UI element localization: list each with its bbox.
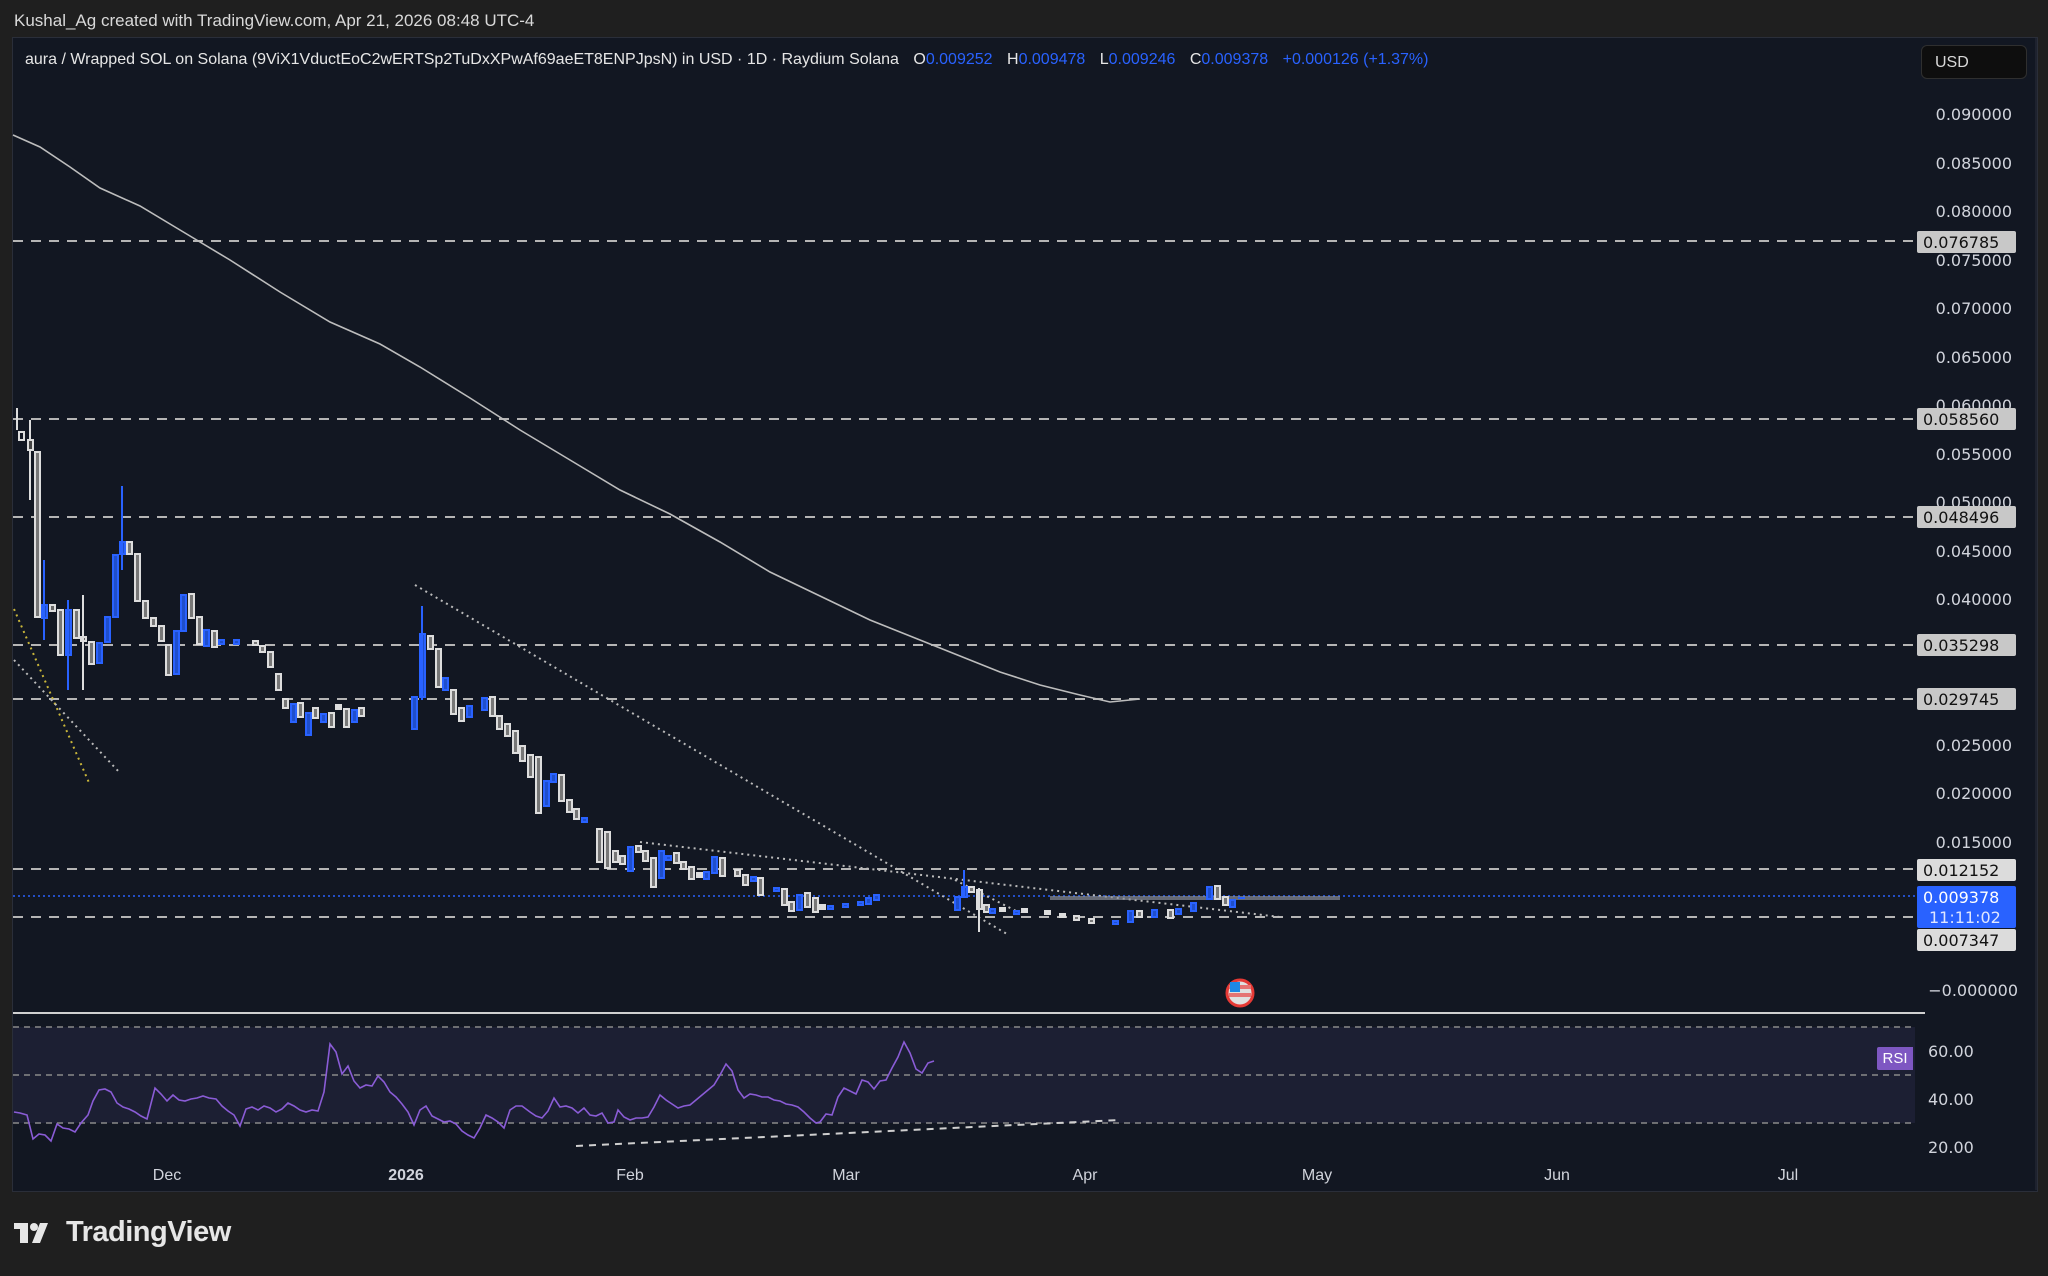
change-value: +0.000126 (+1.37%) bbox=[1282, 51, 1429, 68]
symbol-legend[interactable]: aura / Wrapped SOL on Solana (9ViX1Vduct… bbox=[25, 51, 1428, 69]
high-label: H bbox=[1007, 51, 1019, 68]
rsi-axis[interactable]: 60.00 40.00 20.00 bbox=[1928, 1042, 1974, 1157]
price-tick: 0.015000 bbox=[1936, 833, 2012, 852]
low-label: L bbox=[1099, 51, 1109, 68]
rsi-tick: 60.00 bbox=[1928, 1042, 1974, 1061]
level-tags[interactable]: 0.076785 0.058560 0.048496 0.035298 0.02… bbox=[1917, 231, 2016, 951]
time-tick: Dec bbox=[153, 1167, 181, 1184]
trendlines[interactable] bbox=[13, 584, 1281, 935]
price-tick: 0.090000 bbox=[1936, 105, 2012, 124]
time-tick: Apr bbox=[1073, 1167, 1099, 1184]
bar-countdown: 11:11:02 bbox=[1929, 908, 2001, 927]
price-tick: 0.055000 bbox=[1936, 445, 2012, 464]
time-axis[interactable]: Dec 2026 Feb Mar Apr May Jun Jul bbox=[153, 1167, 1798, 1184]
price-tick: 0.065000 bbox=[1936, 348, 2012, 367]
time-tick: Feb bbox=[616, 1167, 644, 1184]
rsi-bands bbox=[13, 1026, 1915, 1124]
open-value: 0.009252 bbox=[925, 51, 993, 68]
open-label: O bbox=[913, 51, 926, 68]
close-value: 0.009378 bbox=[1201, 51, 1269, 68]
price-tick: −0.000000 bbox=[1928, 981, 2018, 1000]
candlesticks[interactable] bbox=[16, 408, 1245, 932]
time-tick: May bbox=[1302, 1167, 1332, 1184]
tradingview-logo-icon bbox=[14, 1222, 48, 1243]
horizontal-levels[interactable] bbox=[13, 240, 1915, 918]
price-tick: 0.075000 bbox=[1936, 251, 2012, 270]
rsi-divergence-line[interactable] bbox=[575, 1119, 1121, 1147]
range-band[interactable] bbox=[1050, 896, 1340, 900]
rsi-tick: 40.00 bbox=[1928, 1090, 1974, 1109]
time-tick: Jun bbox=[1544, 1167, 1570, 1184]
symbol-title[interactable]: aura / Wrapped SOL on Solana (9ViX1Vduct… bbox=[25, 51, 899, 68]
time-tick: Mar bbox=[832, 1167, 860, 1184]
currency-button[interactable]: USD bbox=[1921, 45, 2027, 79]
level-tag: 0.048496 bbox=[1923, 508, 1999, 527]
us-flag-event-icon[interactable] bbox=[1225, 978, 1255, 1008]
price-tick: 0.020000 bbox=[1936, 784, 2012, 803]
close-label: C bbox=[1189, 51, 1202, 68]
level-tag: 0.012152 bbox=[1923, 861, 1999, 880]
current-price-tag: 0.009378 11:11:02 bbox=[1917, 886, 2016, 928]
price-tick: 0.025000 bbox=[1936, 736, 2012, 755]
level-tag: 0.007347 bbox=[1923, 931, 1999, 950]
level-tag: 0.058560 bbox=[1923, 410, 1999, 429]
chart-credit: Kushal_Ag created with TradingView.com, … bbox=[14, 11, 535, 30]
price-tick: 0.080000 bbox=[1936, 202, 2012, 221]
high-value: 0.009478 bbox=[1018, 51, 1086, 68]
rsi-line[interactable] bbox=[13, 1040, 935, 1143]
level-tag: 0.076785 bbox=[1923, 233, 1999, 252]
current-price-value: 0.009378 bbox=[1923, 888, 1999, 907]
rsi-tick: 20.00 bbox=[1928, 1138, 1974, 1157]
time-tick: Jul bbox=[1778, 1167, 1798, 1184]
moving-average-line[interactable] bbox=[12, 134, 1141, 703]
price-axis[interactable]: 0.090000 0.085000 0.080000 0.075000 0.07… bbox=[1928, 105, 2018, 1000]
low-value: 0.009246 bbox=[1108, 51, 1176, 68]
tradingview-logo[interactable]: TradingView bbox=[14, 1216, 231, 1249]
price-tick: 0.040000 bbox=[1936, 590, 2012, 609]
level-tag: 0.029745 bbox=[1923, 690, 1999, 709]
rsi-label-tag[interactable]: RSI bbox=[1877, 1047, 1913, 1070]
brand-name: TradingView bbox=[66, 1216, 231, 1248]
chart-frame[interactable]: aura / Wrapped SOL on Solana (9ViX1Vduct… bbox=[12, 37, 2038, 1192]
time-tick: 2026 bbox=[388, 1167, 424, 1184]
price-tick: 0.045000 bbox=[1936, 542, 2012, 561]
price-tick: 0.085000 bbox=[1936, 154, 2012, 173]
level-tag: 0.035298 bbox=[1923, 636, 1999, 655]
price-tick: 0.070000 bbox=[1936, 299, 2012, 318]
